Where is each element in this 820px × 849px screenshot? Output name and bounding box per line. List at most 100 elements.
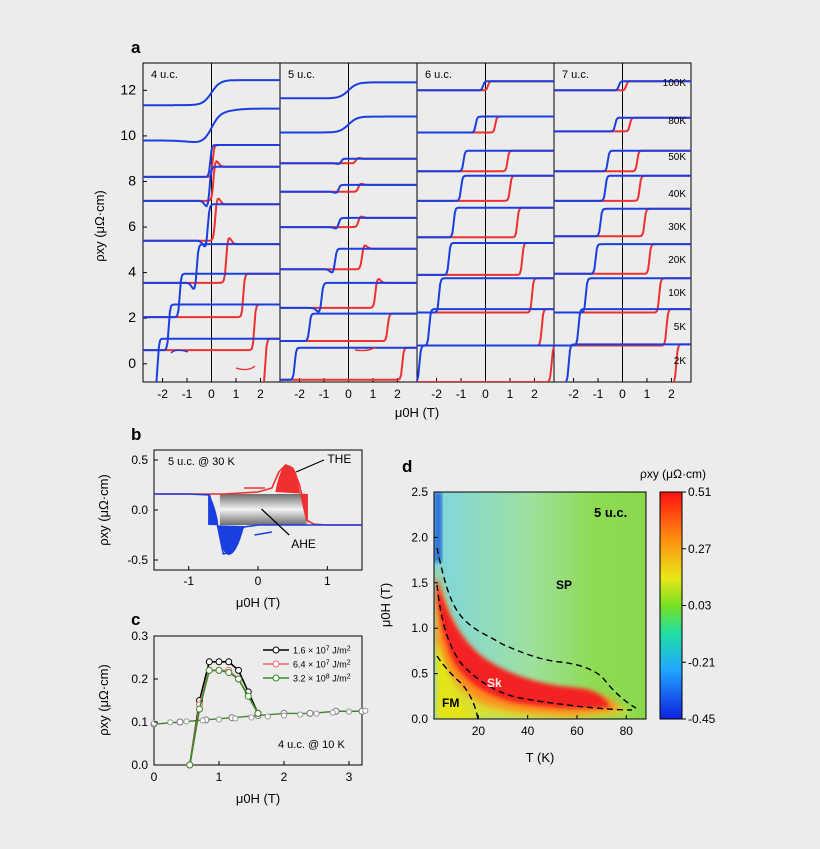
hysteresis-down-30K [554, 207, 691, 238]
panel-c-point [235, 666, 242, 674]
temperature-label: 20K [668, 255, 686, 266]
x-tick-1: 1 [233, 387, 240, 401]
panel-c-point [186, 761, 194, 769]
x-tick--2: -2 [294, 387, 305, 401]
x-tick--1: -1 [456, 387, 467, 401]
d-y-tick: 0.5 [411, 667, 428, 681]
temperature-label: 30K [668, 222, 686, 233]
c-x-tick: 0 [151, 770, 158, 784]
baseline-point [306, 709, 314, 717]
panel-c-point [215, 658, 223, 666]
baseline-point-dense [264, 713, 271, 720]
subpanel-title: 4 u.c. [151, 69, 178, 81]
d-y-tick: 2.5 [411, 485, 428, 499]
the-label: THE [327, 452, 351, 466]
panel-c: c ρxy (μΩ·cm) μ0H (T) 4 u.c. @ 10 K 0.00… [96, 610, 369, 806]
legend-marker [272, 674, 280, 682]
baseline-point-dense [167, 719, 174, 726]
x-tick--2: -2 [568, 387, 579, 401]
baseline-point-dense [183, 718, 190, 725]
temperature-label: 80K [668, 116, 686, 127]
x-tick-0: 0 [208, 387, 215, 401]
b-y-tick: -0.5 [127, 553, 148, 567]
y-tick-10: 10 [120, 127, 136, 143]
panel-c-xlabel: μ0H (T) [236, 791, 280, 806]
subpanel-title: 6 u.c. [425, 69, 452, 81]
panel-c-point [244, 692, 252, 700]
panel-c-point [254, 709, 262, 717]
hysteresis-down-100K [554, 80, 691, 92]
d-y-tick: 2.0 [411, 530, 428, 544]
hysteresis-down-5K [417, 308, 554, 347]
c-y-tick: 0.3 [131, 629, 148, 643]
c-y-tick: 0.2 [131, 672, 148, 686]
region-sk: Sk [487, 676, 502, 690]
baseline-point-dense [150, 720, 158, 727]
x-tick--1: -1 [182, 387, 193, 401]
hysteresis-up-10K [417, 277, 554, 314]
x-tick-0: 0 [482, 387, 489, 401]
b-x-tick: 0 [255, 574, 262, 588]
baseline-point-dense [329, 709, 336, 716]
d-x-tick: 20 [472, 724, 486, 738]
hysteresis-down-10K [554, 277, 691, 314]
legend-marker [272, 660, 280, 668]
x-tick--1: -1 [319, 387, 330, 401]
y-tick-0: 0 [128, 355, 136, 371]
hysteresis-down-10K [143, 272, 280, 319]
subpanel-title: 7 u.c. [562, 69, 589, 81]
baseline-point-dense [297, 711, 304, 718]
hysteresis-down-20K [417, 242, 554, 276]
x-tick--2: -2 [431, 387, 442, 401]
panel-b-down-sweep [154, 493, 362, 556]
x-tick-2: 2 [531, 387, 538, 401]
ahe-arrow [261, 508, 290, 536]
panel-d-ylabel: μ0H (T) [378, 583, 393, 627]
hysteresis-down-2K [155, 337, 280, 382]
panel-d: d 5 u.c. SP Sk FM μ0H (T) T (K) 0.0 0.5 1.… [378, 457, 716, 765]
panel-b-ticks: 0.5 0.0 -0.5 -1 0 1 [127, 453, 331, 588]
x-tick-1: 1 [370, 387, 377, 401]
hysteresis-down-5K [554, 308, 691, 347]
region-sp: SP [556, 578, 572, 592]
panel-c-annotation: 4 u.c. @ 10 K [278, 739, 345, 751]
panel-d-frame [433, 491, 647, 720]
temperature-label: 10K [668, 288, 686, 299]
hysteresis-down-20K [554, 243, 691, 275]
sweep-arrow-up [235, 365, 256, 371]
x-tick-2: 2 [394, 387, 401, 401]
legend-label: 6.4 × 107 J/m2 [293, 660, 351, 670]
hysteresis-down-10K [417, 277, 554, 314]
panel-b-up-sweep [154, 464, 362, 526]
x-tick-2: 2 [257, 387, 264, 401]
y-tick-2: 2 [128, 309, 136, 325]
panel-a-y-ticks: 0 2 4 6 8 10 12 [120, 81, 147, 371]
panel-b-plot: THE AHE [154, 452, 362, 556]
ahe-band [219, 494, 307, 525]
boundary-lower [436, 584, 633, 711]
b-y-tick: 0.5 [131, 453, 148, 467]
c-y-tick: 0.1 [131, 715, 148, 729]
d-x-tick: 60 [570, 724, 584, 738]
colorbar-tick: -0.21 [688, 655, 716, 669]
panel-c-series-0 [189, 661, 259, 766]
subpanel-title: 5 u.c. [288, 69, 315, 81]
boundary-fm [436, 655, 479, 720]
panel-b-annotation: 5 u.c. @ 30 K [168, 456, 235, 468]
b-x-tick: 1 [324, 574, 331, 588]
x-tick-0: 0 [345, 387, 352, 401]
hysteresis-down-40K [417, 174, 554, 202]
hysteresis-down-100K [280, 81, 417, 100]
d-y-tick: 1.5 [411, 576, 428, 590]
hysteresis-down-50K [143, 144, 280, 178]
x-tick-0: 0 [619, 387, 626, 401]
the-arrow [295, 459, 325, 473]
temperature-label: 50K [668, 152, 686, 163]
hysteresis-down-40K [280, 183, 417, 194]
hysteresis-up-2K [280, 346, 417, 381]
panel-c-frame [153, 635, 363, 766]
panel-d-xlabel: T (K) [526, 750, 555, 765]
